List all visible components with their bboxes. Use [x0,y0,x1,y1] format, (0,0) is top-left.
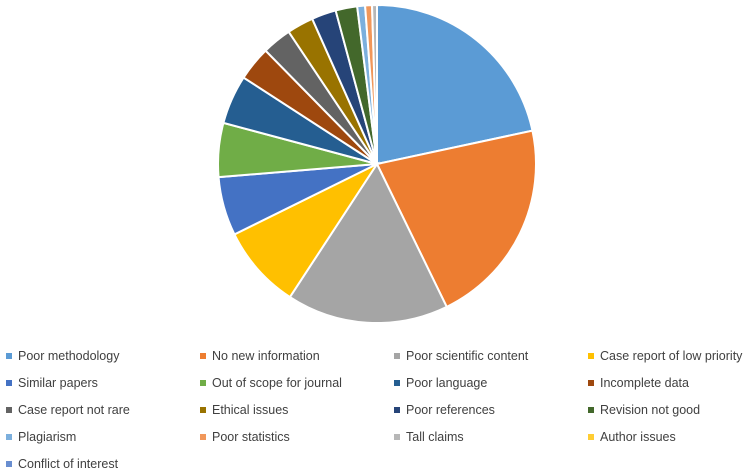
legend-swatch [394,434,400,440]
legend-swatch [6,461,12,467]
legend-item: Incomplete data [588,376,689,390]
legend-label: Author issues [600,430,676,444]
legend-swatch [588,434,594,440]
legend-item: Author issues [588,430,676,444]
legend-item: Poor references [394,403,495,417]
legend-label: Similar papers [18,376,98,390]
legend-swatch [588,353,594,359]
legend-item: Revision not good [588,403,700,417]
legend-label: Out of scope for journal [212,376,342,390]
legend-item: Out of scope for journal [200,376,342,390]
legend-swatch [200,434,206,440]
legend-item: No new information [200,349,320,363]
pie-slice-poor-scientific-content [288,161,449,324]
legend-label: Revision not good [600,403,701,417]
legend-swatch [200,380,206,386]
legend-item: Plagiarism [6,430,76,444]
legend-label: Poor scientific content [406,349,529,363]
legend-swatch [6,407,12,413]
legend-label: Tall claims [406,430,464,444]
legend-swatch [394,353,400,359]
legend-swatch [588,380,594,386]
legend-item: Similar papers [6,376,98,390]
legend-swatch [394,380,400,386]
legend-item: Conflict of interest [6,457,118,471]
legend-label: Poor statistics [212,430,290,444]
pie-slice-tall-claims [370,3,378,165]
legend-swatch [200,407,206,413]
legend-label: Case report not rare [18,403,130,417]
legend-swatch [394,407,400,413]
pie-chart [217,3,537,324]
legend-swatch [6,353,12,359]
legend-item: Poor methodology [6,349,119,363]
legend-item: Poor statistics [200,430,290,444]
legend-item: Ethical issues [200,403,288,417]
legend-item: Case report not rare [6,403,130,417]
legend-label: No new information [212,349,320,363]
legend-swatch [6,380,12,386]
legend-item: Poor scientific content [394,349,528,363]
legend-swatch [588,407,594,413]
legend-label: Conflict of interest [18,457,119,471]
legend-swatch [6,434,12,440]
legend-item: Tall claims [394,430,464,444]
pie-slice-case-report-of-low-priority [233,161,380,299]
pie-slice-poor-methodology [376,3,534,166]
legend-label: Poor language [406,376,488,390]
legend-label: Case report of low priority [600,349,743,363]
legend-label: Ethical issues [212,403,289,417]
legend-label: Plagiarism [18,430,77,444]
legend-label: Poor references [406,403,495,417]
legend-label: Poor methodology [18,349,120,363]
legend-label: Incomplete data [600,376,689,390]
legend-item: Poor language [394,376,487,390]
legend-item: Case report of low priority [588,349,742,363]
legend-swatch [200,353,206,359]
pie-slice-no-new-information [375,129,537,309]
